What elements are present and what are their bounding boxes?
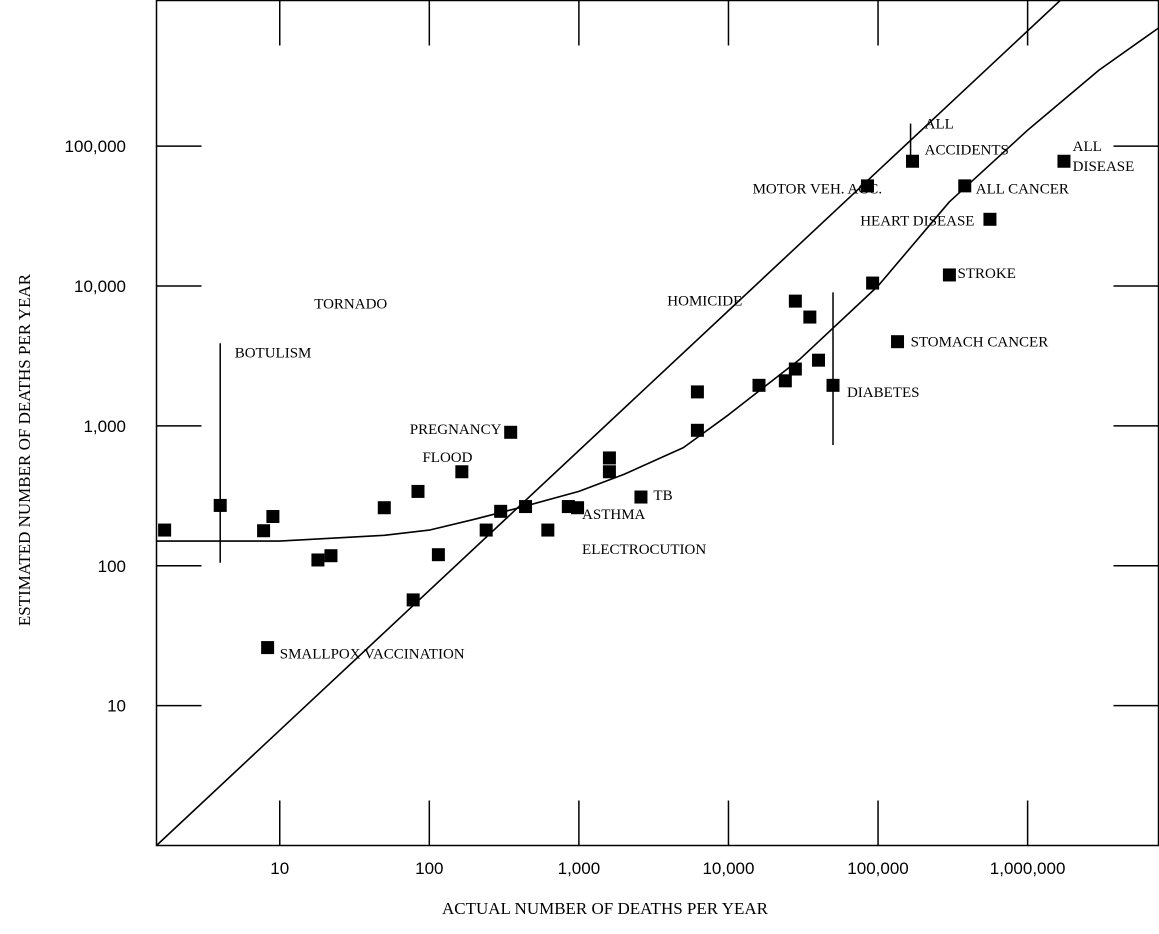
data-point-18 [571, 501, 585, 515]
annotation-17: ELECTROCUTION [582, 542, 706, 558]
data-point-38 [1057, 154, 1071, 168]
data-point-30 [826, 378, 840, 392]
fitted-line [156, 27, 1159, 542]
data-point-11 [455, 465, 469, 479]
data-point-19 [602, 465, 616, 479]
data-point-2 [257, 524, 271, 538]
annotations: TORNADO BOTULISM PREGNANCY FLOOD HOMICIDE MOT… [235, 117, 1135, 663]
data-point-10 [431, 548, 445, 562]
data-point-36 [958, 179, 972, 193]
x-axis-title: ACTUAL NUMBER OF DEATHS PER YEAR [442, 899, 769, 918]
annotation-13: STOMACH CANCER [911, 335, 1049, 351]
annotation-7: ACCIDENTS [925, 142, 1009, 158]
x-tick-label-4: 100,000 [847, 859, 908, 878]
data-point-33 [906, 154, 920, 168]
data-point-37 [983, 212, 997, 226]
tick-labels: 10 100 1,000 10,000 100,000 1,000,000 10 100 1,0… [65, 137, 1066, 878]
annotation-16: ASTHMA [582, 507, 646, 523]
annotation-8: ALL [1073, 139, 1102, 155]
data-point-24 [752, 378, 766, 392]
data-point-4 [261, 641, 275, 655]
data-point-15 [519, 500, 533, 514]
annotation-15: TB [653, 488, 672, 504]
data-point-5 [311, 553, 325, 567]
data-point-0 [158, 523, 172, 537]
y-tick-label-2: 1,000 [83, 417, 126, 436]
data-point-27 [788, 294, 802, 308]
plot-frame [155, 0, 1159, 847]
y-tick-label-3: 10,000 [74, 277, 126, 296]
reference-lines [155, 0, 1159, 847]
annotation-10: ALL CANCER [976, 181, 1069, 197]
annotation-1: BOTULISM [235, 345, 312, 361]
data-point-13 [494, 504, 508, 518]
data-point-1 [213, 498, 227, 512]
y-tick-label-4: 100,000 [65, 137, 126, 156]
annotation-11: HEART DISEASE [860, 213, 974, 229]
data-point-22 [690, 385, 704, 399]
data-points [158, 154, 1071, 655]
data-point-9 [411, 484, 425, 498]
data-point-6 [324, 549, 338, 563]
data-point-25 [778, 374, 792, 388]
annotation-18: SMALLPOX VACCINATION [280, 647, 465, 663]
annotation-0: TORNADO [314, 297, 387, 313]
x-tick-label-3: 10,000 [702, 859, 754, 878]
x-tick-label-5: 1,000,000 [990, 859, 1066, 878]
x-tick-label-2: 1,000 [558, 859, 601, 878]
data-point-35 [942, 268, 956, 282]
data-point-23 [690, 423, 704, 437]
data-point-32 [866, 276, 880, 290]
annotation-9: DISEASE [1073, 159, 1135, 175]
axis-ticks [156, 0, 1159, 846]
annotation-5: MOTOR VEH. ACC. [753, 181, 882, 197]
x-tick-label-0: 10 [270, 859, 289, 878]
data-point-8 [406, 593, 420, 607]
data-point-34 [891, 335, 905, 349]
x-tick-label-1: 100 [415, 859, 443, 878]
annotation-4: HOMICIDE [667, 293, 742, 309]
annotation-12: STROKE [958, 266, 1016, 282]
data-point-29 [812, 353, 826, 367]
y-tick-label-1: 100 [98, 557, 126, 576]
data-point-28 [803, 310, 817, 324]
annotation-14: DIABETES [847, 385, 920, 401]
annotation-2: PREGNANCY [410, 422, 502, 438]
annotation-3: FLOOD [422, 450, 472, 466]
data-point-12 [479, 523, 493, 537]
data-point-20 [602, 451, 616, 465]
data-point-14 [504, 425, 518, 439]
data-point-3 [266, 510, 280, 524]
data-point-16 [541, 523, 555, 537]
annotation-6: ALL [925, 117, 954, 133]
y-axis-title: ESTIMATED NUMBER OF DEATHS PER YEAR [15, 273, 34, 626]
data-point-21 [634, 490, 648, 504]
data-point-26 [788, 362, 802, 376]
y-tick-label-0: 10 [107, 697, 126, 716]
data-point-31 [860, 179, 874, 193]
identity-line [155, 0, 1062, 847]
data-point-7 [377, 501, 391, 515]
